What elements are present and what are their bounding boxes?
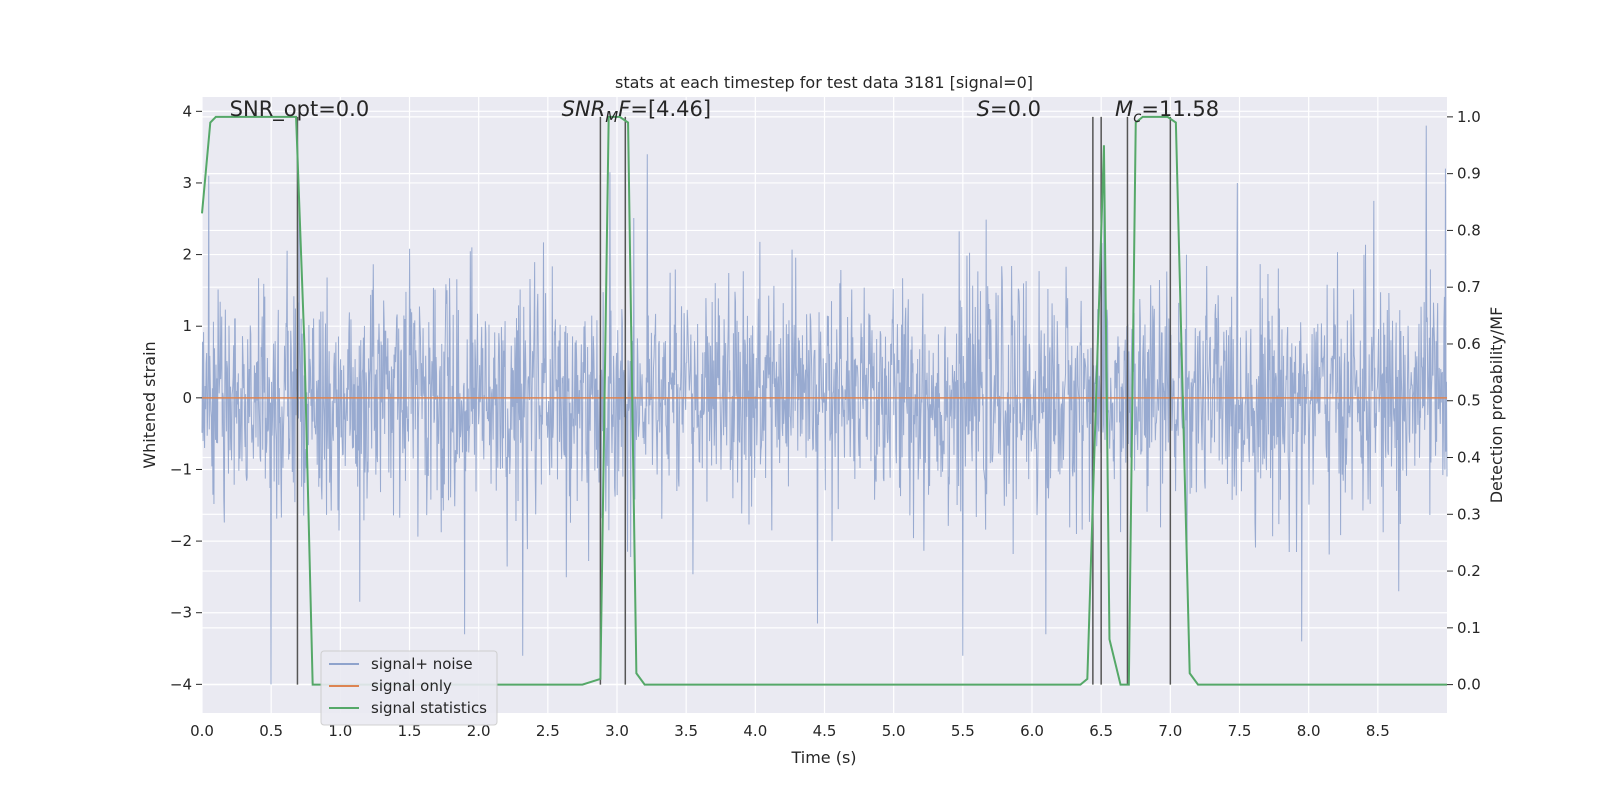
x-tick-label: 8.0	[1297, 722, 1321, 740]
y2-tick-label: 0.5	[1457, 392, 1481, 410]
y2-tick-label: 0.1	[1457, 619, 1481, 637]
x-tick-label: 0.0	[190, 722, 214, 740]
x-tick-label: 7.5	[1228, 722, 1252, 740]
chart-title: stats at each timestep for test data 318…	[615, 73, 1033, 92]
y2-tick-label: 1.0	[1457, 108, 1481, 126]
x-tick-label: 5.5	[951, 722, 975, 740]
y-tick-label: −1	[170, 460, 192, 478]
y-axis-label: Whitened strain	[140, 341, 159, 468]
y-tick-label: −3	[170, 604, 192, 622]
y-tick-label: −2	[170, 532, 192, 550]
y-tick-label: 3	[182, 174, 192, 192]
y2-tick-label: 0.0	[1457, 676, 1481, 694]
annotation-3: Mc=11.58	[1115, 97, 1219, 126]
statistics-line	[201, 115, 1447, 686]
x-tick-label: 3.5	[674, 722, 698, 740]
x-tick-label: 1.0	[328, 722, 352, 740]
y2-tick-label: 0.3	[1457, 505, 1481, 523]
legend: signal+ noise signal only signal statist…	[320, 650, 498, 726]
y2-tick-label: 0.7	[1457, 278, 1481, 296]
legend-label-statistics: signal statistics	[371, 699, 487, 717]
x-tick-label: 2.5	[536, 722, 560, 740]
legend-label-noise: signal+ noise	[371, 655, 473, 673]
y-tick-label: 1	[182, 317, 192, 335]
legend-box	[320, 650, 498, 726]
annotation-1: SNRMF=[4.46]	[562, 97, 711, 126]
x-tick-label: 4.5	[813, 722, 837, 740]
y-tick-label: 4	[182, 102, 192, 120]
x-tick-label: 5.0	[882, 722, 906, 740]
annotation-0: SNR_opt=0.0	[230, 97, 370, 122]
x-ticks: 0.0 0.5 1.0 1.5 2.0 2.5 3.0 3.5 4.0 4.5 5.0 5.5 6.0 6…	[190, 722, 1390, 740]
x-tick-label: 1.5	[398, 722, 422, 740]
y2-axis-label: Detection probability/MF	[1487, 307, 1506, 504]
y-tick-label: 0	[182, 389, 192, 407]
signal-statistics-series	[201, 115, 1447, 686]
x-tick-label: 6.5	[1089, 722, 1113, 740]
legend-label-signal: signal only	[371, 677, 452, 695]
y2-tick-label: 0.6	[1457, 335, 1481, 353]
x-tick-label: 4.0	[743, 722, 767, 740]
x-tick-label: 8.5	[1366, 722, 1390, 740]
y2-ticks: 1.0 0.9 0.8 0.7 0.6 0.5 0.4 0.3 0.2 0.1 0.0	[1447, 108, 1481, 694]
y2-tick-label: 0.4	[1457, 449, 1481, 467]
x-tick-label: 6.0	[1020, 722, 1044, 740]
annotation-2: S=0.0	[977, 97, 1041, 121]
x-tick-label: 7.0	[1158, 722, 1182, 740]
y2-tick-label: 0.2	[1457, 562, 1481, 580]
x-tick-label: 2.0	[467, 722, 491, 740]
y-tick-label: 2	[182, 246, 192, 264]
x-tick-label: 3.0	[605, 722, 629, 740]
y2-tick-label: 0.8	[1457, 221, 1481, 239]
y2-tick-label: 0.9	[1457, 165, 1481, 183]
y-tick-label: −4	[170, 675, 192, 693]
x-axis-label: Time (s)	[790, 748, 856, 767]
y-ticks: 4 3 2 1 0 −1 −2 −3 −4	[170, 102, 202, 693]
annotations: SNR_opt=0.0 SNRMF=[4.46] S=0.0 Mc=11.58	[230, 97, 1219, 126]
x-tick-label: 0.5	[259, 722, 283, 740]
